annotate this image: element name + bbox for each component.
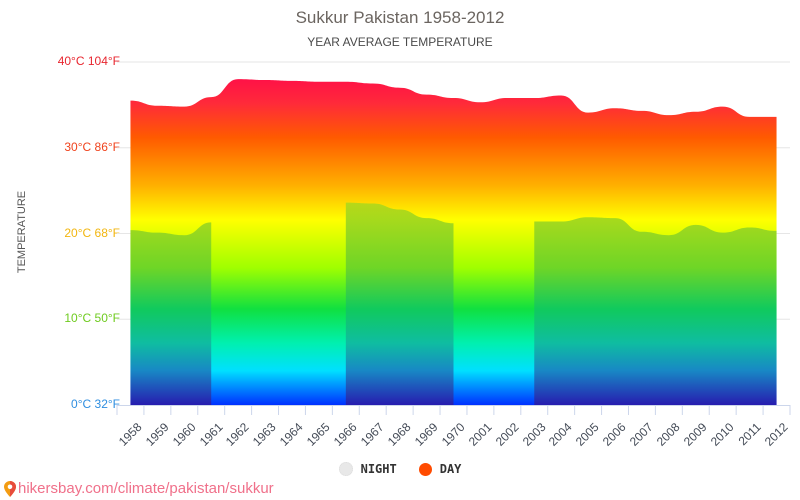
night-dot-icon xyxy=(338,462,353,476)
x-axis xyxy=(116,405,791,415)
night-area-segment xyxy=(534,217,777,405)
legend-day-label: DAY xyxy=(439,462,462,476)
day-dot-icon xyxy=(418,462,432,476)
source-link-text: hikersbay.com/climate/pakistan/sukkur xyxy=(18,480,274,497)
y-tick-label: 10°C 50°F xyxy=(64,311,120,326)
night-area-segment xyxy=(345,202,454,405)
chart-subtitle: YEAR AVERAGE TEMPERATURE xyxy=(307,35,493,49)
y-tick-label: 20°C 68°F xyxy=(64,225,120,240)
legend-night-label: NIGHT xyxy=(360,462,397,476)
y-tick-label: 30°C 86°F xyxy=(64,139,120,154)
y-tick-label: 40°C 104°F xyxy=(57,54,120,68)
legend-day[interactable]: DAY xyxy=(418,462,462,476)
night-areas xyxy=(130,202,777,405)
legend-night[interactable]: NIGHT xyxy=(338,462,397,476)
source-link[interactable]: hikersbay.com/climate/pakistan/sukkur xyxy=(4,480,274,497)
night-area-segment xyxy=(130,222,212,405)
y-tick-label: 0°C 32°F xyxy=(71,397,120,411)
chart-title: Sukkur Pakistan 1958-2012 xyxy=(295,8,505,27)
legend: NIGHT DAY xyxy=(0,462,800,476)
map-pin-icon xyxy=(4,480,16,497)
